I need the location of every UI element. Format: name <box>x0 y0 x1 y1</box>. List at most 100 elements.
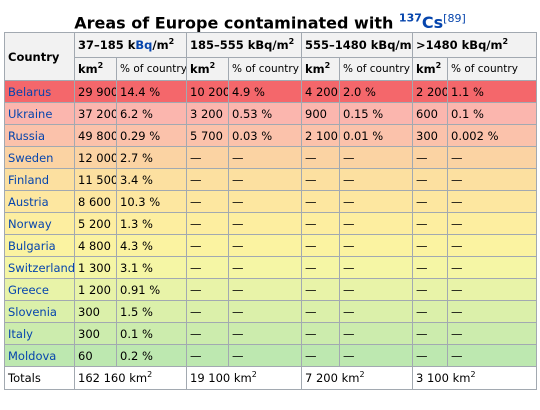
band1-percent-cell: 3.1 % <box>116 256 187 279</box>
band1-km-cell: 4 800 <box>74 234 117 257</box>
country-cell: Norway <box>4 212 75 235</box>
country-link[interactable]: Ukraine <box>8 106 53 121</box>
country-cell: Sweden <box>4 146 75 169</box>
country-link[interactable]: Austria <box>8 194 49 209</box>
band3-percent-cell: — <box>339 212 414 235</box>
band4-km-cell: 2 200 <box>412 80 449 103</box>
band1-percent-cell: 4.3 % <box>116 234 187 257</box>
band1-km-cell: 5 200 <box>74 212 117 235</box>
band3-percent-cell: — <box>339 168 414 191</box>
band1-km-cell: 1 300 <box>74 256 117 279</box>
country-link[interactable]: Finland <box>8 172 50 187</box>
subheader-km: km2 <box>412 57 449 81</box>
band3-percent-cell: — <box>339 190 414 213</box>
caption-text: Areas of Europe contaminated with <box>74 13 399 33</box>
header-band-37-185: 37–185 kBq/m2 <box>74 32 187 58</box>
country-cell: Switzerland <box>4 256 75 279</box>
band2-km-cell: — <box>186 256 229 279</box>
table-body: Belarus 29 900 14.4 % 10 200 4.9 % 4 200 2.0 %… <box>4 80 538 367</box>
band4-km-cell: — <box>412 168 449 191</box>
band1-percent-cell: 0.2 % <box>116 344 187 367</box>
band4-km-cell: 300 <box>412 124 449 147</box>
band2-percent-cell: 0.53 % <box>227 102 303 125</box>
band1-percent-cell: 3.4 % <box>116 168 187 191</box>
band4-percent-cell: 1.1 % <box>447 80 538 103</box>
band1-km-cell: 300 <box>74 322 117 345</box>
table-row: Switzerland 1 300 3.1 % — — — — — — <box>4 256 538 279</box>
band4-percent-cell: — <box>447 278 538 301</box>
band3-percent-cell: — <box>339 300 414 323</box>
totals-band-over-1480: 3 100 km2 <box>412 366 538 390</box>
country-cell: Greece <box>4 278 75 301</box>
band2-km-cell: — <box>186 344 229 367</box>
band3-percent-cell: 2.0 % <box>339 80 414 103</box>
band3-km-cell: 4 200 <box>301 80 341 103</box>
band3-percent-cell: — <box>339 344 414 367</box>
band2-km-cell: — <box>186 212 229 235</box>
country-link[interactable]: Moldova <box>8 348 57 363</box>
band4-percent-cell: — <box>447 344 538 367</box>
band4-km-cell: 600 <box>412 102 449 125</box>
band1-percent-cell: 0.29 % <box>116 124 187 147</box>
band2-percent-cell: — <box>227 168 303 191</box>
band3-percent-cell: 0.15 % <box>339 102 414 125</box>
country-link[interactable]: Italy <box>8 326 33 341</box>
band4-percent-cell: — <box>447 256 538 279</box>
band2-km-cell: 10 200 <box>186 80 229 103</box>
band1-percent-cell: 0.1 % <box>116 322 187 345</box>
band1-km-cell: 37 200 <box>74 102 117 125</box>
band4-km-cell: — <box>412 322 449 345</box>
band1-percent-cell: 1.3 % <box>116 212 187 235</box>
band2-km-cell: — <box>186 234 229 257</box>
totals-label: Totals <box>4 366 75 390</box>
subheader-percent: % of country <box>339 57 414 81</box>
reference-link[interactable]: [89] <box>443 12 466 25</box>
band1-km-cell: 11 500 <box>74 168 117 191</box>
band1-km-cell: 29 900 <box>74 80 117 103</box>
band3-km-cell: — <box>301 300 341 323</box>
band4-km-cell: — <box>412 212 449 235</box>
band3-km-cell: — <box>301 234 341 257</box>
table-row: Belarus 29 900 14.4 % 10 200 4.9 % 4 200 2.0 %… <box>4 80 538 103</box>
country-link[interactable]: Greece <box>8 282 49 297</box>
band2-percent-cell: — <box>227 300 303 323</box>
caesium-link[interactable]: 137Cs <box>398 12 444 33</box>
band4-percent-cell: — <box>447 146 538 169</box>
totals-band-37-185: 162 160 km2 <box>74 366 187 390</box>
country-link[interactable]: Bulgaria <box>8 238 56 253</box>
becquerel-link[interactable]: Bq <box>135 38 153 52</box>
country-link[interactable]: Switzerland <box>8 260 75 275</box>
band4-km-cell: — <box>412 190 449 213</box>
country-cell: Italy <box>4 322 75 345</box>
country-cell: Moldova <box>4 344 75 367</box>
subheader-km: km2 <box>186 57 229 81</box>
band4-percent-cell: — <box>447 168 538 191</box>
band3-percent-cell: — <box>339 256 414 279</box>
band1-km-cell: 1 200 <box>74 278 117 301</box>
band2-km-cell: 5 700 <box>186 124 229 147</box>
band2-km-cell: — <box>186 278 229 301</box>
country-link[interactable]: Belarus <box>8 84 52 99</box>
country-link[interactable]: Russia <box>8 128 45 143</box>
band1-km-cell: 300 <box>74 300 117 323</box>
table-row: Norway 5 200 1.3 % — — — — — — <box>4 212 538 235</box>
band4-km-cell: — <box>412 278 449 301</box>
table-row: Italy 300 0.1 % — — — — — — <box>4 322 538 345</box>
band2-percent-cell: — <box>227 344 303 367</box>
band3-km-cell: — <box>301 256 341 279</box>
country-link[interactable]: Sweden <box>8 150 54 165</box>
band1-percent-cell: 2.7 % <box>116 146 187 169</box>
band3-percent-cell: — <box>339 278 414 301</box>
band1-percent-cell: 0.91 % <box>116 278 187 301</box>
table-row: Sweden 12 000 2.7 % — — — — — — <box>4 146 538 169</box>
band3-km-cell: — <box>301 344 341 367</box>
band1-km-cell: 8 600 <box>74 190 117 213</box>
band4-percent-cell: — <box>447 322 538 345</box>
band2-km-cell: — <box>186 300 229 323</box>
subheader-km: km2 <box>301 57 341 81</box>
country-link[interactable]: Norway <box>8 216 52 231</box>
header-band-over-1480: >1480 kBq/m2 <box>412 32 538 58</box>
header-band-555-1480: 555–1480 kBq/m2 <box>301 32 414 58</box>
country-link[interactable]: Slovenia <box>8 304 57 319</box>
table-row: Austria 8 600 10.3 % — — — — — — <box>4 190 538 213</box>
